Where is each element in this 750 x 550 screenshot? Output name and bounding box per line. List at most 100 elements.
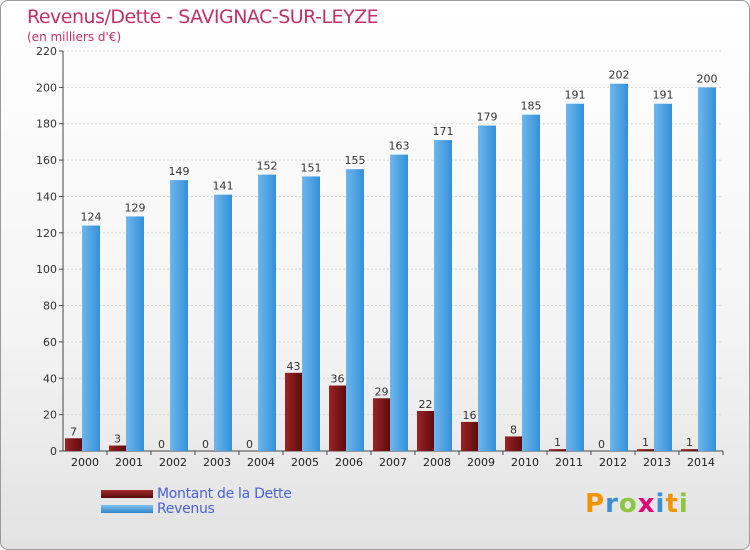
y-tick-label: 180 (36, 118, 57, 131)
x-tick-label: 2014 (687, 456, 715, 469)
legend-label-revenus: Revenus (157, 501, 215, 517)
bar-revenus (346, 169, 364, 451)
data-label-revenus: 151 (301, 161, 322, 174)
bar-dette (417, 411, 434, 451)
data-label-dette: 36 (331, 373, 345, 386)
bar-dette (373, 398, 390, 451)
x-tick-label: 2013 (643, 456, 671, 469)
data-label-revenus: 200 (697, 72, 718, 85)
data-label-dette: 0 (158, 438, 165, 451)
data-label-dette: 29 (375, 385, 389, 398)
x-tick-label: 2012 (599, 456, 627, 469)
y-tick-label: 80 (43, 300, 57, 313)
bar-revenus (434, 140, 452, 451)
x-tick-label: 2010 (511, 456, 539, 469)
x-tick-label: 2002 (159, 456, 187, 469)
bar-revenus (390, 154, 408, 452)
bar-dette (109, 445, 126, 451)
chart-subtitle: (en milliers d'€) (27, 30, 122, 44)
data-label-dette: 43 (287, 360, 301, 373)
bar-revenus (654, 103, 672, 452)
x-tick-label: 2005 (291, 456, 319, 469)
data-label-dette: 8 (510, 423, 517, 436)
bar-revenus (214, 194, 232, 452)
bar-revenus (126, 216, 144, 451)
data-label-dette: 1 (686, 436, 693, 449)
y-tick-label: 20 (43, 409, 57, 422)
bar-revenus (698, 87, 716, 451)
data-label-revenus: 191 (653, 89, 674, 102)
legend-label-dette: Montant de la Dette (157, 486, 292, 502)
x-tick-label: 2001 (115, 456, 143, 469)
bar-revenus (566, 103, 584, 452)
y-tick-label: 40 (43, 372, 57, 385)
legend-swatch-dette (101, 490, 153, 498)
logo-letter: i (655, 489, 666, 519)
bar-revenus (302, 176, 320, 452)
x-tick-label: 2000 (71, 456, 99, 469)
data-label-revenus: 179 (477, 111, 498, 124)
label-layer: 7 124 3 129 0 149 0 141 0 152 43 151 36 155 29 163 22 171… (70, 69, 718, 451)
data-label-revenus: 202 (609, 69, 630, 82)
logo-letter: P (585, 489, 606, 519)
bar-dette (285, 372, 302, 451)
bar-dette (505, 436, 522, 451)
y-tick-label: 160 (36, 154, 57, 167)
data-label-dette: 1 (554, 436, 561, 449)
bar-revenus (478, 125, 496, 451)
data-label-dette: 1 (642, 436, 649, 449)
logo-letter: o (618, 489, 638, 519)
bar-revenus (82, 225, 100, 451)
bar-dette (65, 438, 82, 451)
data-label-revenus: 163 (389, 140, 410, 153)
data-label-revenus: 152 (257, 160, 278, 173)
y-tick-label: 140 (36, 190, 57, 203)
x-tick-label: 2008 (423, 456, 451, 469)
data-label-dette: 7 (70, 425, 77, 438)
x-tick-label: 2003 (203, 456, 231, 469)
data-label-revenus: 185 (521, 100, 542, 113)
logo-letter: i (678, 489, 689, 519)
bar-dette (549, 449, 566, 451)
y-tick-label: 220 (36, 45, 57, 58)
chart-title: Revenus/Dette - SAVIGNAC-SUR-LEYZE (27, 6, 379, 28)
y-tick-label: 200 (36, 81, 57, 94)
logo-letter: x (637, 489, 656, 519)
y-tick-label: 0 (50, 445, 57, 458)
logo-letter: t (665, 489, 679, 519)
data-label-revenus: 149 (169, 165, 190, 178)
bar-dette (637, 449, 654, 451)
bar-layer (65, 83, 716, 452)
x-tick-label: 2004 (247, 456, 275, 469)
logo-letter: r (605, 489, 619, 519)
data-label-dette: 0 (598, 438, 605, 451)
data-label-revenus: 155 (345, 154, 366, 167)
x-tick-label: 2006 (335, 456, 363, 469)
bar-dette (461, 421, 478, 451)
bar-revenus (522, 114, 540, 452)
bar-revenus (610, 83, 628, 452)
data-label-revenus: 171 (433, 125, 454, 138)
x-tick-label: 2009 (467, 456, 495, 469)
data-label-dette: 0 (246, 438, 253, 451)
data-label-revenus: 129 (125, 201, 146, 214)
bar-revenus (258, 174, 276, 452)
data-label-dette: 0 (202, 438, 209, 451)
legend-swatch-revenus (101, 505, 153, 513)
bar-revenus (170, 180, 188, 451)
data-label-revenus: 191 (565, 89, 586, 102)
y-tick-label: 60 (43, 336, 57, 349)
data-label-dette: 3 (114, 433, 121, 446)
data-label-dette: 22 (419, 398, 433, 411)
data-label-revenus: 124 (81, 211, 102, 224)
x-tick-label: 2011 (555, 456, 583, 469)
data-label-dette: 16 (463, 409, 477, 422)
data-label-revenus: 141 (213, 180, 234, 193)
proxiti-logo: Proxiti (585, 489, 689, 519)
y-tick-label: 100 (36, 263, 57, 276)
x-tick-label: 2007 (379, 456, 407, 469)
bar-dette (329, 385, 346, 451)
